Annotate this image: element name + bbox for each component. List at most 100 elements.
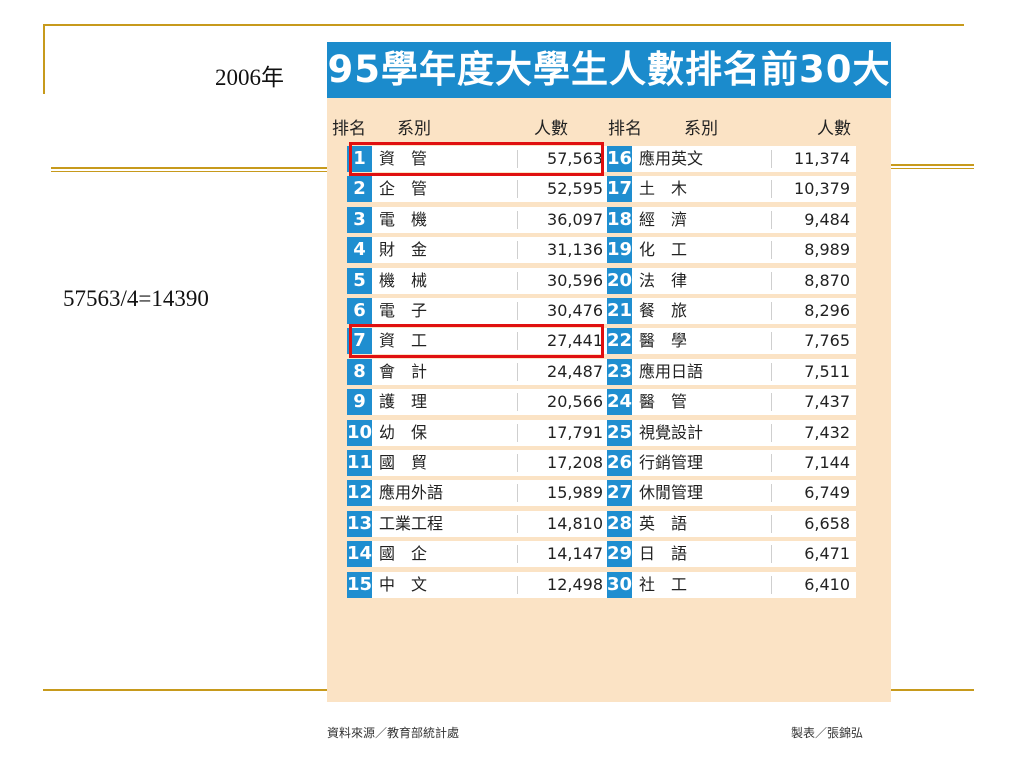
- table-row: 24 醫 管 7,437: [607, 389, 856, 416]
- column-divider: [517, 454, 518, 472]
- rank-number: 23: [607, 358, 632, 385]
- student-count: 17,791: [547, 422, 603, 442]
- maker-note: 製表／張錦弘: [791, 726, 864, 740]
- bottom-rule-left: [43, 689, 327, 691]
- table-row: 4 財 金 31,136: [347, 237, 609, 264]
- rank-number: 12: [347, 480, 372, 507]
- header-dept-left: 系別: [397, 119, 431, 139]
- table-row: 15 中 文 12,498: [347, 571, 609, 598]
- student-count: 52,595: [547, 179, 603, 199]
- left-rule: [43, 24, 45, 94]
- table-row: 13 工業工程 14,810: [347, 510, 609, 537]
- student-count: 17,208: [547, 453, 603, 472]
- table-row: 26 行銷管理 7,144: [607, 450, 856, 476]
- rank-number: 16: [607, 146, 632, 172]
- table-row: 25 視覺設計 7,432: [607, 419, 856, 446]
- department-name: 行銷管理: [639, 453, 704, 472]
- student-count: 7,765: [804, 331, 850, 351]
- column-divider: [771, 545, 772, 564]
- rank-number: 6: [347, 298, 372, 324]
- rank-number: 5: [347, 267, 372, 294]
- chart-title: 95學年度大學生人數排名前30大: [327, 42, 891, 98]
- student-count: 11,374: [794, 149, 850, 168]
- student-count: 27,441: [547, 331, 603, 351]
- department-name: 化 工: [639, 240, 688, 260]
- department-name: 日 語: [639, 544, 688, 564]
- column-divider: [771, 302, 772, 320]
- column-divider: [517, 241, 518, 260]
- rank-number: 9: [347, 389, 372, 416]
- column-divider: [771, 423, 772, 442]
- rank-number: 11: [347, 450, 372, 476]
- department-name: 英 語: [639, 513, 688, 533]
- rank-number: 21: [607, 298, 632, 324]
- department-name: 餐 旅: [639, 301, 688, 320]
- student-count: 31,136: [547, 240, 603, 260]
- department-name: 視覺設計: [639, 422, 704, 442]
- department-name: 資 管: [379, 149, 428, 168]
- table-row: 11 國 貿 17,208: [347, 450, 609, 476]
- rank-number: 13: [347, 510, 372, 537]
- student-count: 6,749: [804, 483, 850, 503]
- department-name: 幼 保: [379, 422, 428, 442]
- department-name: 工業工程: [379, 513, 444, 533]
- student-count: 9,484: [804, 209, 850, 229]
- student-count: 14,147: [547, 544, 603, 564]
- department-name: 中 文: [379, 574, 428, 594]
- student-count: 6,658: [804, 513, 850, 533]
- student-count: 15,989: [547, 483, 603, 503]
- department-name: 機 械: [379, 270, 428, 290]
- column-divider: [771, 484, 772, 503]
- rank-number: 14: [347, 541, 372, 568]
- rank-number: 19: [607, 237, 632, 264]
- rank-number: 20: [607, 267, 632, 294]
- department-name: 財 金: [379, 240, 428, 260]
- student-count: 7,144: [804, 453, 850, 472]
- header-rank-right: 排名: [608, 119, 642, 139]
- department-name: 應用日語: [639, 361, 704, 381]
- column-divider: [517, 545, 518, 564]
- rank-number: 26: [607, 450, 632, 476]
- rank-number: 4: [347, 237, 372, 264]
- source-note: 資料來源／教育部統計處: [327, 726, 460, 740]
- table-row: 14 國 企 14,147: [347, 541, 609, 568]
- column-divider: [517, 362, 518, 381]
- rank-number: 25: [607, 419, 632, 446]
- top-rule: [43, 24, 964, 26]
- bottom-rule-right: [891, 689, 974, 691]
- column-divider: [517, 514, 518, 533]
- column-divider: [771, 241, 772, 260]
- table-row: 28 英 語 6,658: [607, 510, 856, 537]
- table-row: 17 土 木 10,379: [607, 176, 856, 203]
- column-divider: [771, 332, 772, 351]
- header-count-right: 人數: [817, 119, 851, 139]
- header-dept-right: 系別: [684, 119, 718, 139]
- student-count: 8,989: [804, 240, 850, 260]
- rank-number: 24: [607, 389, 632, 416]
- department-name: 社 工: [639, 574, 688, 594]
- column-divider: [517, 180, 518, 199]
- student-count: 7,437: [804, 392, 850, 412]
- highlight-box: [349, 324, 604, 359]
- column-divider: [517, 332, 518, 351]
- rank-number: 2: [347, 176, 372, 203]
- column-divider: [517, 302, 518, 320]
- department-name: 企 管: [379, 179, 428, 199]
- table-row: 29 日 語 6,471: [607, 541, 856, 568]
- table-row: 5 機 械 30,596: [347, 267, 609, 294]
- rank-number: 22: [607, 328, 632, 355]
- table-row: 22 醫 學 7,765: [607, 328, 856, 355]
- department-name: 醫 管: [639, 392, 688, 412]
- column-divider: [771, 210, 772, 229]
- department-name: 法 律: [639, 270, 688, 290]
- student-count: 57,563: [547, 149, 603, 168]
- column-divider: [771, 180, 772, 199]
- header-rank-left: 排名: [332, 119, 366, 139]
- department-name: 護 理: [379, 392, 428, 412]
- rank-number: 10: [347, 419, 372, 446]
- column-divider: [771, 514, 772, 533]
- student-count: 30,476: [547, 301, 603, 320]
- rank-number: 30: [607, 571, 632, 598]
